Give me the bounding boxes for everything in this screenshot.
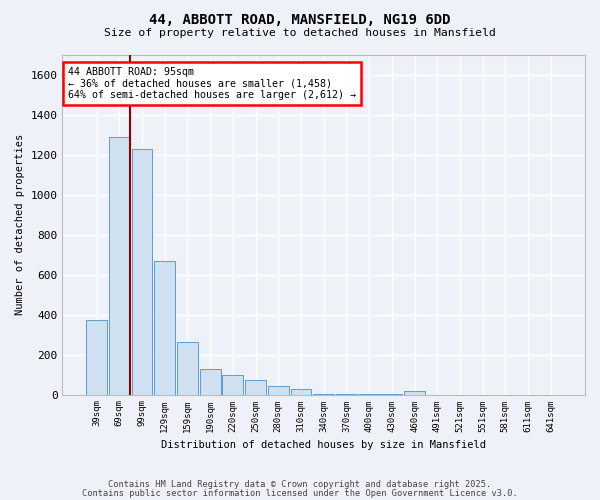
Text: Contains public sector information licensed under the Open Government Licence v3: Contains public sector information licen… [82,488,518,498]
Bar [290,388,311,394]
Bar [245,380,266,394]
Bar [154,260,175,394]
Bar [109,137,130,394]
Text: 44 ABBOTT ROAD: 95sqm
← 36% of detached houses are smaller (1,458)
64% of semi-d: 44 ABBOTT ROAD: 95sqm ← 36% of detached … [68,67,356,100]
Bar [404,390,425,394]
Text: 44, ABBOTT ROAD, MANSFIELD, NG19 6DD: 44, ABBOTT ROAD, MANSFIELD, NG19 6DD [149,12,451,26]
Bar [177,342,198,394]
Bar [131,149,152,394]
Y-axis label: Number of detached properties: Number of detached properties [15,134,25,316]
Bar [200,368,221,394]
Bar [268,386,289,394]
X-axis label: Distribution of detached houses by size in Mansfield: Distribution of detached houses by size … [161,440,486,450]
Text: Size of property relative to detached houses in Mansfield: Size of property relative to detached ho… [104,28,496,38]
Bar [86,320,107,394]
Text: Contains HM Land Registry data © Crown copyright and database right 2025.: Contains HM Land Registry data © Crown c… [109,480,491,489]
Bar [223,374,244,394]
